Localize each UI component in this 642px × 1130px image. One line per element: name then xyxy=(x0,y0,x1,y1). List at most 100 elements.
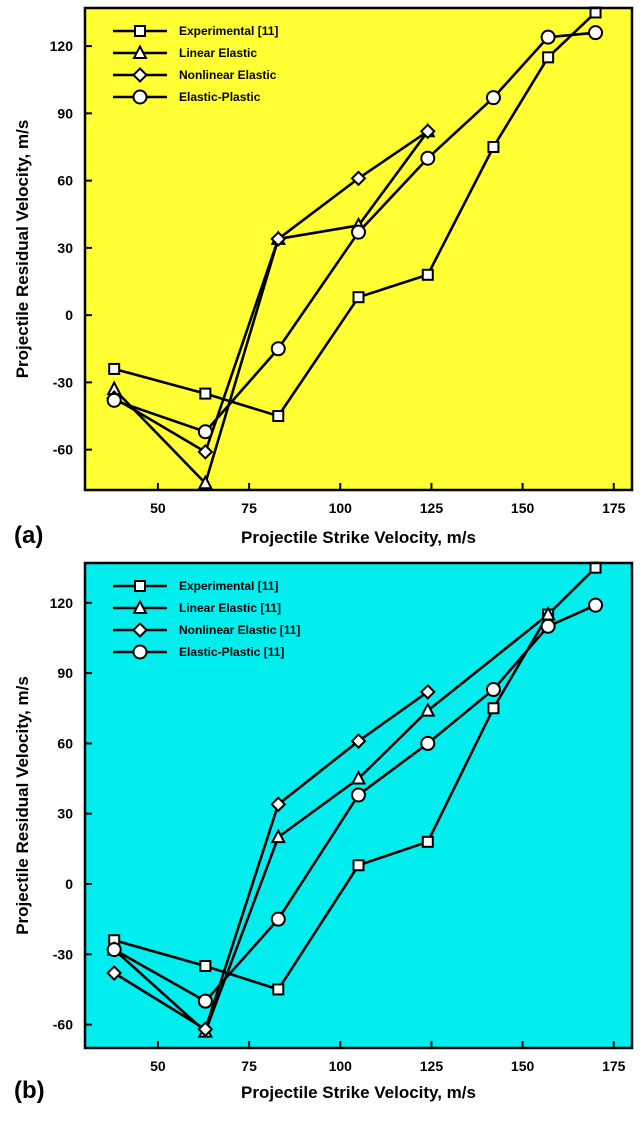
x-tick-label: 175 xyxy=(602,500,626,516)
y-tick-label: 120 xyxy=(50,595,74,611)
legend-entry: Linear Elastic xyxy=(179,46,257,60)
data-point-square xyxy=(352,859,365,872)
y-tick-label: 120 xyxy=(50,38,74,54)
legend-entry: Elastic-Plastic [11] xyxy=(179,645,284,659)
data-point-circle xyxy=(197,424,213,440)
y-tick-label: 60 xyxy=(57,173,73,189)
data-point-circle xyxy=(270,341,286,357)
data-point-square xyxy=(352,291,365,304)
x-tick-label: 100 xyxy=(329,500,353,516)
data-point-circle xyxy=(420,150,436,166)
data-point-square xyxy=(487,140,500,153)
data-point-square xyxy=(487,702,500,715)
data-point-circle xyxy=(106,392,122,408)
data-point-square xyxy=(199,387,212,400)
data-point-square xyxy=(108,362,121,375)
data-point-diamond xyxy=(350,170,367,187)
data-point-square xyxy=(272,410,285,423)
series-diamond xyxy=(106,683,436,1038)
x-axis-label: Projectile Strike Velocity, m/s xyxy=(241,1083,476,1102)
x-tick-label: 50 xyxy=(150,500,166,516)
data-point-triangle xyxy=(270,828,286,844)
legend-marker-circle xyxy=(132,644,148,660)
x-axis-label: Projectile Strike Velocity, m/s xyxy=(241,528,476,547)
data-point-diamond xyxy=(419,123,436,140)
x-tick-label: 75 xyxy=(241,500,257,516)
data-point-circle xyxy=(485,90,501,106)
legend-marker-triangle xyxy=(132,599,148,614)
data-point-diamond xyxy=(197,443,214,460)
data-point-circle xyxy=(540,618,556,634)
data-point-triangle xyxy=(197,474,213,490)
y-tick-label: -60 xyxy=(53,1017,73,1033)
data-point-circle xyxy=(351,224,366,240)
x-tick-label: 50 xyxy=(150,1058,166,1074)
data-point-triangle xyxy=(350,769,367,785)
series-square xyxy=(108,6,602,423)
legend-entry: Nonlinear Elastic xyxy=(179,68,277,82)
y-tick-label: -60 xyxy=(53,442,73,458)
x-tick-label: 125 xyxy=(420,1058,444,1074)
series-line xyxy=(113,613,549,1033)
data-point-circle xyxy=(540,29,556,45)
data-point-circle xyxy=(270,911,286,927)
series-circle xyxy=(106,25,604,440)
data-point-diamond xyxy=(270,230,287,247)
y-axis-label: Projectile Residual Velocity, m/s xyxy=(13,120,32,379)
data-point-diamond xyxy=(270,796,287,813)
data-point-circle xyxy=(420,735,436,751)
y-tick-label: 90 xyxy=(57,105,73,121)
panel-label: (a) xyxy=(14,522,43,549)
x-tick-label: 75 xyxy=(241,1058,257,1074)
data-point-square xyxy=(542,51,555,64)
series-circle xyxy=(106,597,604,1009)
chart-panel-a: 50 75 100 125 150 175 -60 -30 0 30 60 90 120 Experime… xyxy=(13,6,634,549)
legend-marker-circle xyxy=(132,89,148,105)
data-point-diamond xyxy=(419,683,436,700)
legend-marker-diamond xyxy=(132,67,148,83)
series-square xyxy=(108,561,602,996)
data-point-square xyxy=(421,268,434,281)
data-point-square xyxy=(199,959,212,972)
legend-entry: Experimental [11] xyxy=(179,579,278,593)
chart-panel-b: 50 75 100 125 150 175 -60 -30 0 30 60 90 120 Experime… xyxy=(13,561,634,1104)
legend-marker-square xyxy=(134,580,146,592)
legend: Experimental [11] Linear Elastic [11] Nonl… xyxy=(113,579,300,660)
data-point-circle xyxy=(106,942,122,958)
series-line xyxy=(113,11,597,418)
plot-frame xyxy=(83,6,634,492)
legend-entry: Nonlinear Elastic [11] xyxy=(179,623,300,637)
x-tick-label: 150 xyxy=(511,1058,535,1074)
data-point-square xyxy=(272,983,285,996)
data-point-diamond xyxy=(350,733,367,749)
data-point-diamond xyxy=(106,965,123,981)
data-point-triangle xyxy=(420,701,436,717)
x-tick-label: 100 xyxy=(329,1058,353,1074)
x-tick-label: 175 xyxy=(602,1058,626,1074)
data-point-circle xyxy=(351,787,366,803)
y-tick-label: 90 xyxy=(57,665,73,681)
legend-marker-diamond xyxy=(132,622,148,638)
series-line xyxy=(113,566,597,991)
x-tick-label: 150 xyxy=(511,500,535,516)
data-point-circle xyxy=(588,597,604,613)
data-point-circle xyxy=(588,25,604,41)
data-point-diamond xyxy=(197,1021,214,1038)
y-tick-label: 30 xyxy=(57,806,73,822)
legend-marker-triangle xyxy=(132,44,148,59)
y-tick-label: 60 xyxy=(57,735,73,751)
legend-entry: Elastic-Plastic xyxy=(179,90,261,104)
y-tick-label: -30 xyxy=(53,946,73,962)
y-tick-label: 0 xyxy=(65,307,73,323)
y-tick-label: 0 xyxy=(65,876,73,892)
series-line xyxy=(113,603,597,1003)
data-point-circle xyxy=(485,682,501,698)
plot-frame xyxy=(83,561,634,1050)
y-axis-label: Projectile Residual Velocity, m/s xyxy=(13,676,32,935)
y-tick-label: -30 xyxy=(53,374,73,390)
panel-label: (b) xyxy=(14,1077,45,1104)
plot-background xyxy=(85,563,632,1048)
legend: Experimental [11] Linear Elastic Nonlinear… xyxy=(113,24,278,105)
legend-entry: Experimental [11] xyxy=(179,24,278,38)
